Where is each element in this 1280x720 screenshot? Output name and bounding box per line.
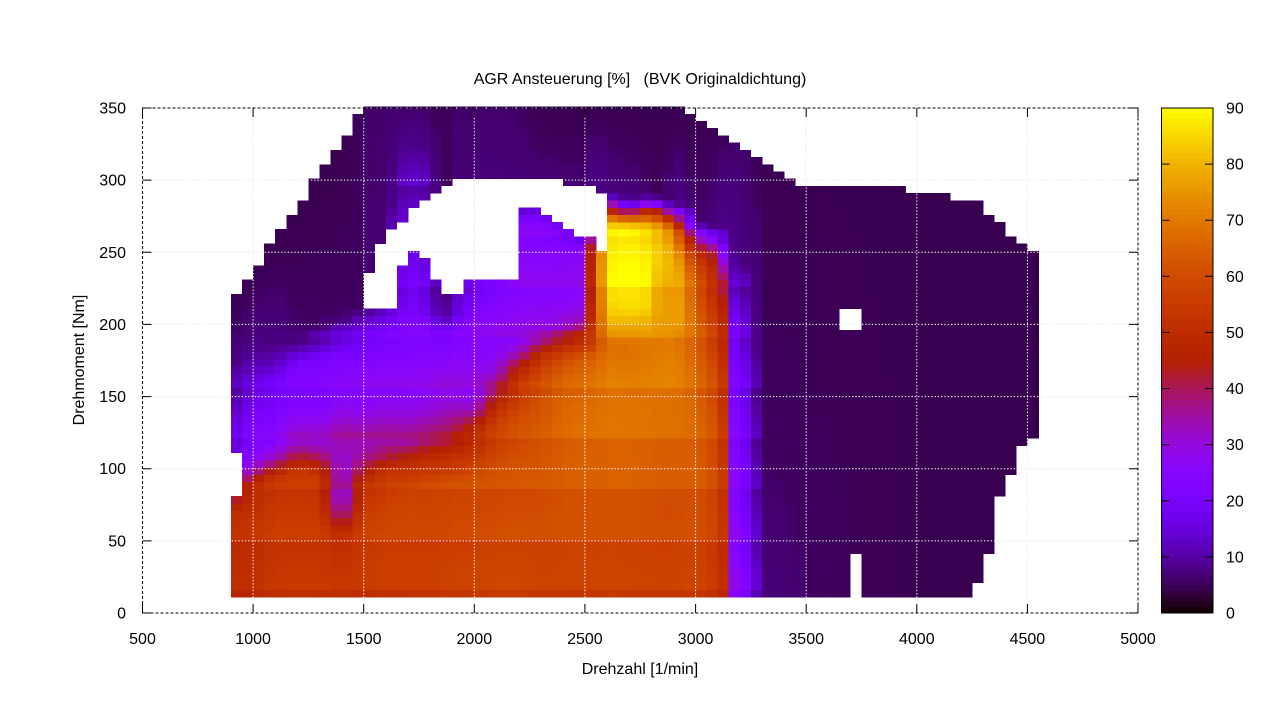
svg-text:90: 90 [1226,101,1244,118]
svg-text:2500: 2500 [567,631,603,648]
svg-text:AGR Ansteuerung [%] (BVK Ori: AGR Ansteuerung [%] (BVK Originaldichtun… [474,71,807,88]
svg-text:150: 150 [99,389,126,406]
svg-text:300: 300 [99,173,126,190]
svg-text:20: 20 [1226,493,1244,510]
svg-text:0: 0 [1226,606,1235,623]
svg-text:3000: 3000 [678,631,714,648]
svg-text:50: 50 [108,533,126,550]
svg-text:200: 200 [99,317,126,334]
svg-text:1000: 1000 [235,631,271,648]
svg-text:Drehmoment [Nm]: Drehmoment [Nm] [71,295,88,426]
svg-text:1500: 1500 [346,631,382,648]
svg-text:0: 0 [117,606,126,623]
svg-text:10: 10 [1226,549,1244,566]
svg-text:2000: 2000 [457,631,493,648]
svg-text:100: 100 [99,461,126,478]
svg-text:4500: 4500 [1010,631,1046,648]
svg-text:70: 70 [1226,213,1244,230]
svg-text:60: 60 [1226,269,1244,286]
svg-text:30: 30 [1226,437,1244,454]
svg-text:40: 40 [1226,381,1244,398]
svg-text:350: 350 [99,101,126,118]
svg-text:3500: 3500 [788,631,824,648]
svg-text:250: 250 [99,245,126,262]
svg-text:Drehzahl [1/min]: Drehzahl [1/min] [582,661,699,678]
svg-text:50: 50 [1226,325,1244,342]
svg-text:5000: 5000 [1120,631,1156,648]
svg-text:4000: 4000 [899,631,935,648]
svg-text:500: 500 [129,631,156,648]
svg-text:80: 80 [1226,157,1244,174]
